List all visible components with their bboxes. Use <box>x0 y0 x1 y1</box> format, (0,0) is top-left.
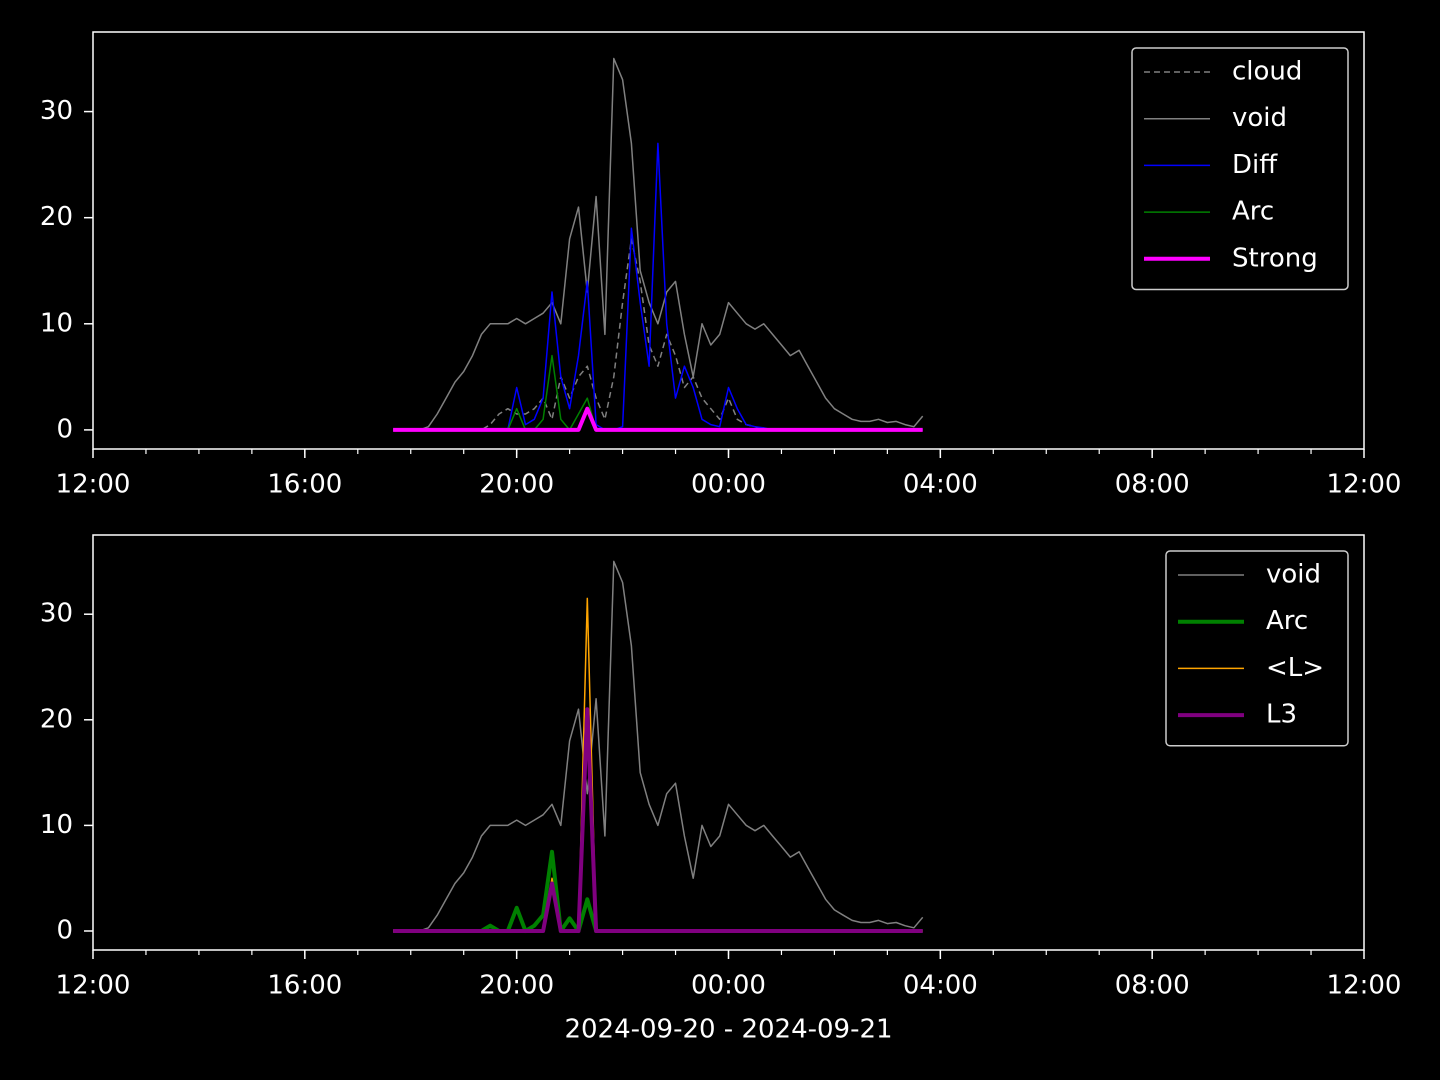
x-tick-label: 16:00 <box>267 971 342 1001</box>
legend-label: L3 <box>1266 700 1297 730</box>
legend-label: void <box>1232 103 1287 133</box>
legend-label: cloud <box>1232 57 1302 87</box>
x-tick-label: 00:00 <box>691 470 766 500</box>
legend-box <box>1165 550 1349 747</box>
y-tick-label: 10 <box>40 810 73 840</box>
y-tick-label: 0 <box>56 414 73 444</box>
x-tick-label: 12:00 <box>1327 470 1402 500</box>
x-tick-label: 20:00 <box>479 971 554 1001</box>
x-tick-label: 20:00 <box>479 470 554 500</box>
x-tick-label: 16:00 <box>267 470 342 500</box>
x-axis-label: 2024-09-20 - 2024-09-21 <box>564 1015 892 1045</box>
x-tick-label: 08:00 <box>1115 971 1190 1001</box>
series-line <box>393 707 923 933</box>
legend-label: Diff <box>1232 150 1278 180</box>
y-tick-label: 30 <box>40 599 73 629</box>
series-line <box>393 57 924 431</box>
y-tick-label: 30 <box>40 96 73 126</box>
y-tick-label: 20 <box>40 704 73 734</box>
axes-frame <box>92 31 1365 450</box>
series-line <box>393 406 923 432</box>
legend-label: <L> <box>1266 653 1324 683</box>
y-tick-label: 20 <box>40 202 73 232</box>
legend-box <box>1131 47 1349 291</box>
legend-label: Arc <box>1232 197 1274 227</box>
x-tick-label: 12:00 <box>56 470 131 500</box>
legend-label: Strong <box>1232 243 1318 273</box>
legend-label: void <box>1266 560 1321 590</box>
x-tick-label: 04:00 <box>903 470 978 500</box>
x-tick-label: 12:00 <box>56 971 131 1001</box>
x-tick-label: 12:00 <box>1327 971 1402 1001</box>
x-tick-label: 04:00 <box>903 971 978 1001</box>
axes-frame <box>92 534 1365 951</box>
y-tick-label: 10 <box>40 308 73 338</box>
x-tick-label: 00:00 <box>691 971 766 1001</box>
y-tick-label: 0 <box>56 915 73 945</box>
legend-label: Arc <box>1266 606 1308 636</box>
series-line <box>393 560 924 932</box>
x-tick-label: 08:00 <box>1115 470 1190 500</box>
